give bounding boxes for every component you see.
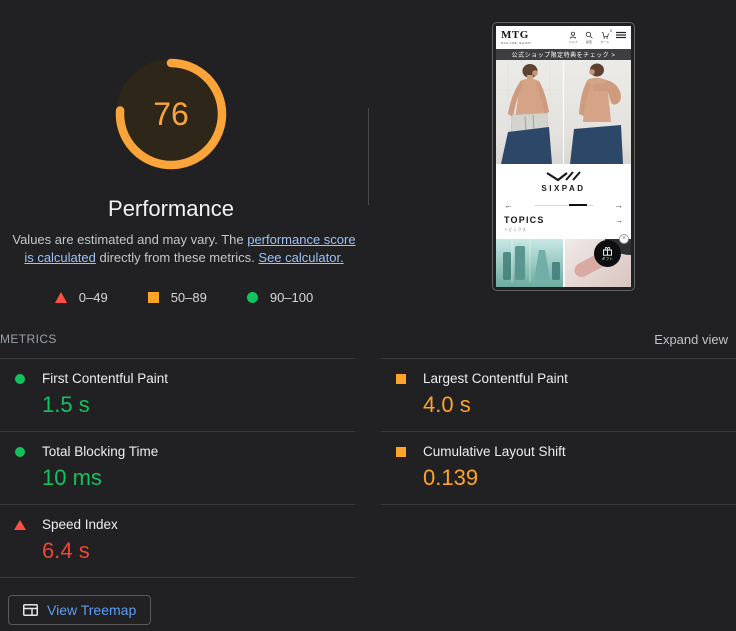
search-label: 検索 [585, 39, 592, 44]
metric-total-blocking-time: Total Blocking Time 10 ms [0, 431, 355, 504]
expand-view-button[interactable]: Expand view [654, 331, 728, 347]
cart-nav-item: 0 カート [599, 28, 612, 44]
mtg-logo: MTG ONLINE SHOP [501, 28, 532, 45]
vertical-divider [368, 108, 369, 205]
search-nav-item: 検索 [583, 31, 595, 44]
gauge-fill [116, 59, 226, 169]
topics-gallery: ギフト × [496, 234, 631, 287]
topic-image-bottles [496, 239, 563, 287]
page-title: Performance [108, 196, 234, 221]
metric-label: First Contentful Paint [42, 371, 169, 386]
site-screenshot: MTG ONLINE SHOP ヘルプ [496, 26, 631, 287]
view-treemap-button[interactable]: View Treemap [8, 595, 152, 625]
metric-label: Largest Contentful Paint [423, 371, 568, 386]
green-circle-icon [15, 373, 25, 384]
metrics-column-left: First Contentful Paint 1.5 s Total Block… [0, 358, 355, 578]
help-nav-item: ヘルプ [567, 31, 579, 44]
carousel-progress [534, 203, 593, 207]
sixpad-logo: SIXPAD [496, 164, 631, 199]
score-description: Values are estimated and may vary. The p… [8, 231, 360, 267]
promo-banner: 公式ショップ限定特典をチェック > [496, 48, 631, 61]
topics-title: TOPICS [504, 215, 545, 226]
view-treemap-label: View Treemap [47, 602, 137, 618]
red-triangle-icon [54, 292, 67, 303]
metric-value: 1.5 s [42, 392, 90, 417]
description-text: Values are estimated and may vary. The [12, 232, 248, 247]
metric-value: 6.4 s [42, 538, 90, 563]
metric-label: Speed Index [42, 517, 118, 532]
hero-image [496, 60, 631, 165]
hamburger-menu-icon [616, 31, 626, 39]
metrics-header: METRICS Expand view [0, 328, 736, 350]
person-icon [569, 31, 577, 39]
shot-nav: ヘルプ 検索 0 [567, 28, 627, 44]
metrics-section-title: METRICS [0, 332, 57, 346]
metric-label: Total Blocking Time [42, 444, 159, 459]
orange-square-icon [147, 292, 159, 303]
carousel-prev-icon: ← [504, 199, 513, 210]
performance-score-calculated-link[interactable]: performance score is calculated [24, 232, 356, 265]
score-legend: 0–49 50–89 90–100 [0, 290, 368, 305]
close-icon[interactable]: × [619, 234, 629, 244]
metrics-column-right: Largest Contentful Paint 4.0 s Cumulativ… [381, 358, 736, 578]
legend-pass-range: 90–100 [246, 290, 314, 305]
green-circle-icon [246, 292, 258, 303]
metric-value: 4.0 s [423, 392, 471, 417]
metric-cumulative-layout-shift: Cumulative Layout Shift 0.139 [381, 431, 736, 505]
metrics-grid: First Contentful Paint 1.5 s Total Block… [0, 358, 736, 578]
cart-count-badge: 0 [610, 28, 612, 33]
orange-square-icon [396, 373, 406, 384]
topics-arrow-icon: → [615, 215, 623, 225]
cart-label: カート [600, 39, 610, 44]
orange-square-icon [396, 446, 406, 457]
sixpad-chevron-icon [545, 170, 581, 181]
mtg-logo-text: MTG [501, 28, 529, 41]
score-arc [115, 58, 227, 170]
legend-average-range: 50–89 [147, 290, 207, 305]
carousel-next-icon: → [614, 199, 623, 210]
legend-label: 50–89 [170, 290, 207, 305]
final-screenshot-thumbnail[interactable]: MTG ONLINE SHOP ヘルプ [492, 22, 635, 291]
red-triangle-icon [14, 519, 26, 530]
legend-label: 90–100 [269, 290, 314, 305]
metric-label: Cumulative Layout Shift [423, 444, 566, 459]
metric-value: 0.139 [423, 465, 479, 490]
hero-photo-right [564, 60, 631, 165]
sixpad-logo-text: SIXPAD [541, 183, 586, 193]
gift-badge-label: ギフト [601, 256, 614, 261]
gift-badge[interactable]: ギフト [594, 240, 621, 267]
hero-photo-left [496, 60, 563, 165]
treemap-icon [23, 604, 38, 616]
shot-header: MTG ONLINE SHOP ヘルプ [496, 26, 631, 49]
metric-first-contentful-paint: First Contentful Paint 1.5 s [0, 358, 355, 431]
menu-nav-item [615, 31, 627, 39]
topics-subtitle: トピックス [504, 227, 527, 233]
performance-score-gauge: 76 [112, 55, 230, 173]
carousel-controls: ← → [496, 198, 631, 213]
description-text-middle: directly from these metrics. [95, 250, 259, 265]
legend-label: 0–49 [78, 290, 108, 305]
metric-speed-index: Speed Index 6.4 s [0, 504, 355, 578]
score-value: 76 [153, 96, 189, 132]
search-icon [585, 31, 593, 39]
metric-value: 10 ms [42, 465, 102, 490]
mtg-logo-subtext: ONLINE SHOP [501, 40, 532, 45]
topics-section: TOPICS → トピックス [496, 212, 631, 239]
help-label: ヘルプ [568, 39, 578, 44]
see-calculator-link[interactable]: See calculator. [258, 250, 344, 265]
gift-icon [603, 246, 612, 256]
cart-icon [601, 32, 609, 39]
green-circle-icon [15, 446, 25, 457]
legend-fail-range: 0–49 [54, 290, 108, 305]
metric-largest-contentful-paint: Largest Contentful Paint 4.0 s [381, 358, 736, 431]
